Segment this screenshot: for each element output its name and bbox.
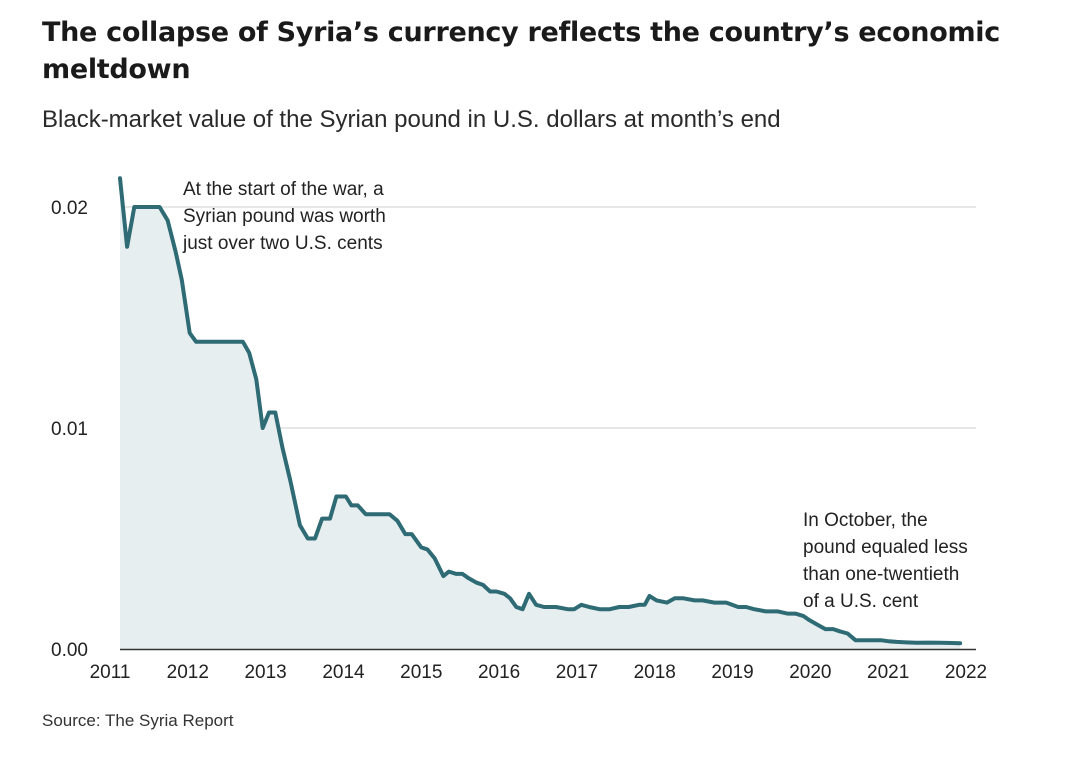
x-tick-label: 2022 [945, 662, 987, 683]
x-axis-ticks: 2011 2012 2013 2014 2015 2016 2017 2018 2019 2020… [90, 662, 988, 683]
annotation-line: of a U.S. cent [803, 591, 919, 612]
annotation-line: just over two U.S. cents [182, 233, 383, 254]
x-tick-label: 2013 [244, 662, 286, 683]
source-note: Source: The Syria Report [42, 711, 234, 730]
y-tick-label: 0.02 [51, 198, 88, 219]
y-tick-label: 0.01 [51, 419, 88, 440]
x-tick-label: 2011 [90, 662, 131, 683]
annotation-october: In October, the pound equaled less than on… [803, 510, 968, 612]
x-tick-label: 2017 [556, 662, 598, 683]
x-tick-label: 2014 [322, 662, 365, 683]
y-tick-label: 0.00 [51, 640, 88, 661]
x-tick-label: 2012 [167, 662, 209, 683]
series-area [120, 178, 961, 650]
annotation-line: than one-twentieth [803, 564, 959, 585]
x-tick-label: 2020 [789, 662, 831, 683]
chart-title: The collapse of Syria’s currency reflect… [42, 17, 1000, 85]
x-tick-label: 2016 [478, 662, 520, 683]
series-line [118, 176, 963, 646]
x-tick-label: 2019 [711, 662, 753, 683]
x-tick-label: 2018 [634, 662, 676, 683]
chart-subtitle: Black-market value of the Syrian pound i… [42, 106, 781, 133]
annotation-start-of-war: At the start of the war, a Syrian pound w… [182, 179, 386, 254]
x-tick-label: 2015 [400, 662, 442, 683]
annotation-line: At the start of the war, a [183, 179, 384, 200]
annotation-line: In October, the [803, 510, 928, 531]
x-tick-label: 2021 [867, 662, 909, 683]
y-axis-ticks: 0.00 0.01 0.02 [51, 198, 88, 661]
annotation-line: Syrian pound was worth [183, 206, 386, 227]
annotation-line: pound equaled less [803, 537, 968, 558]
